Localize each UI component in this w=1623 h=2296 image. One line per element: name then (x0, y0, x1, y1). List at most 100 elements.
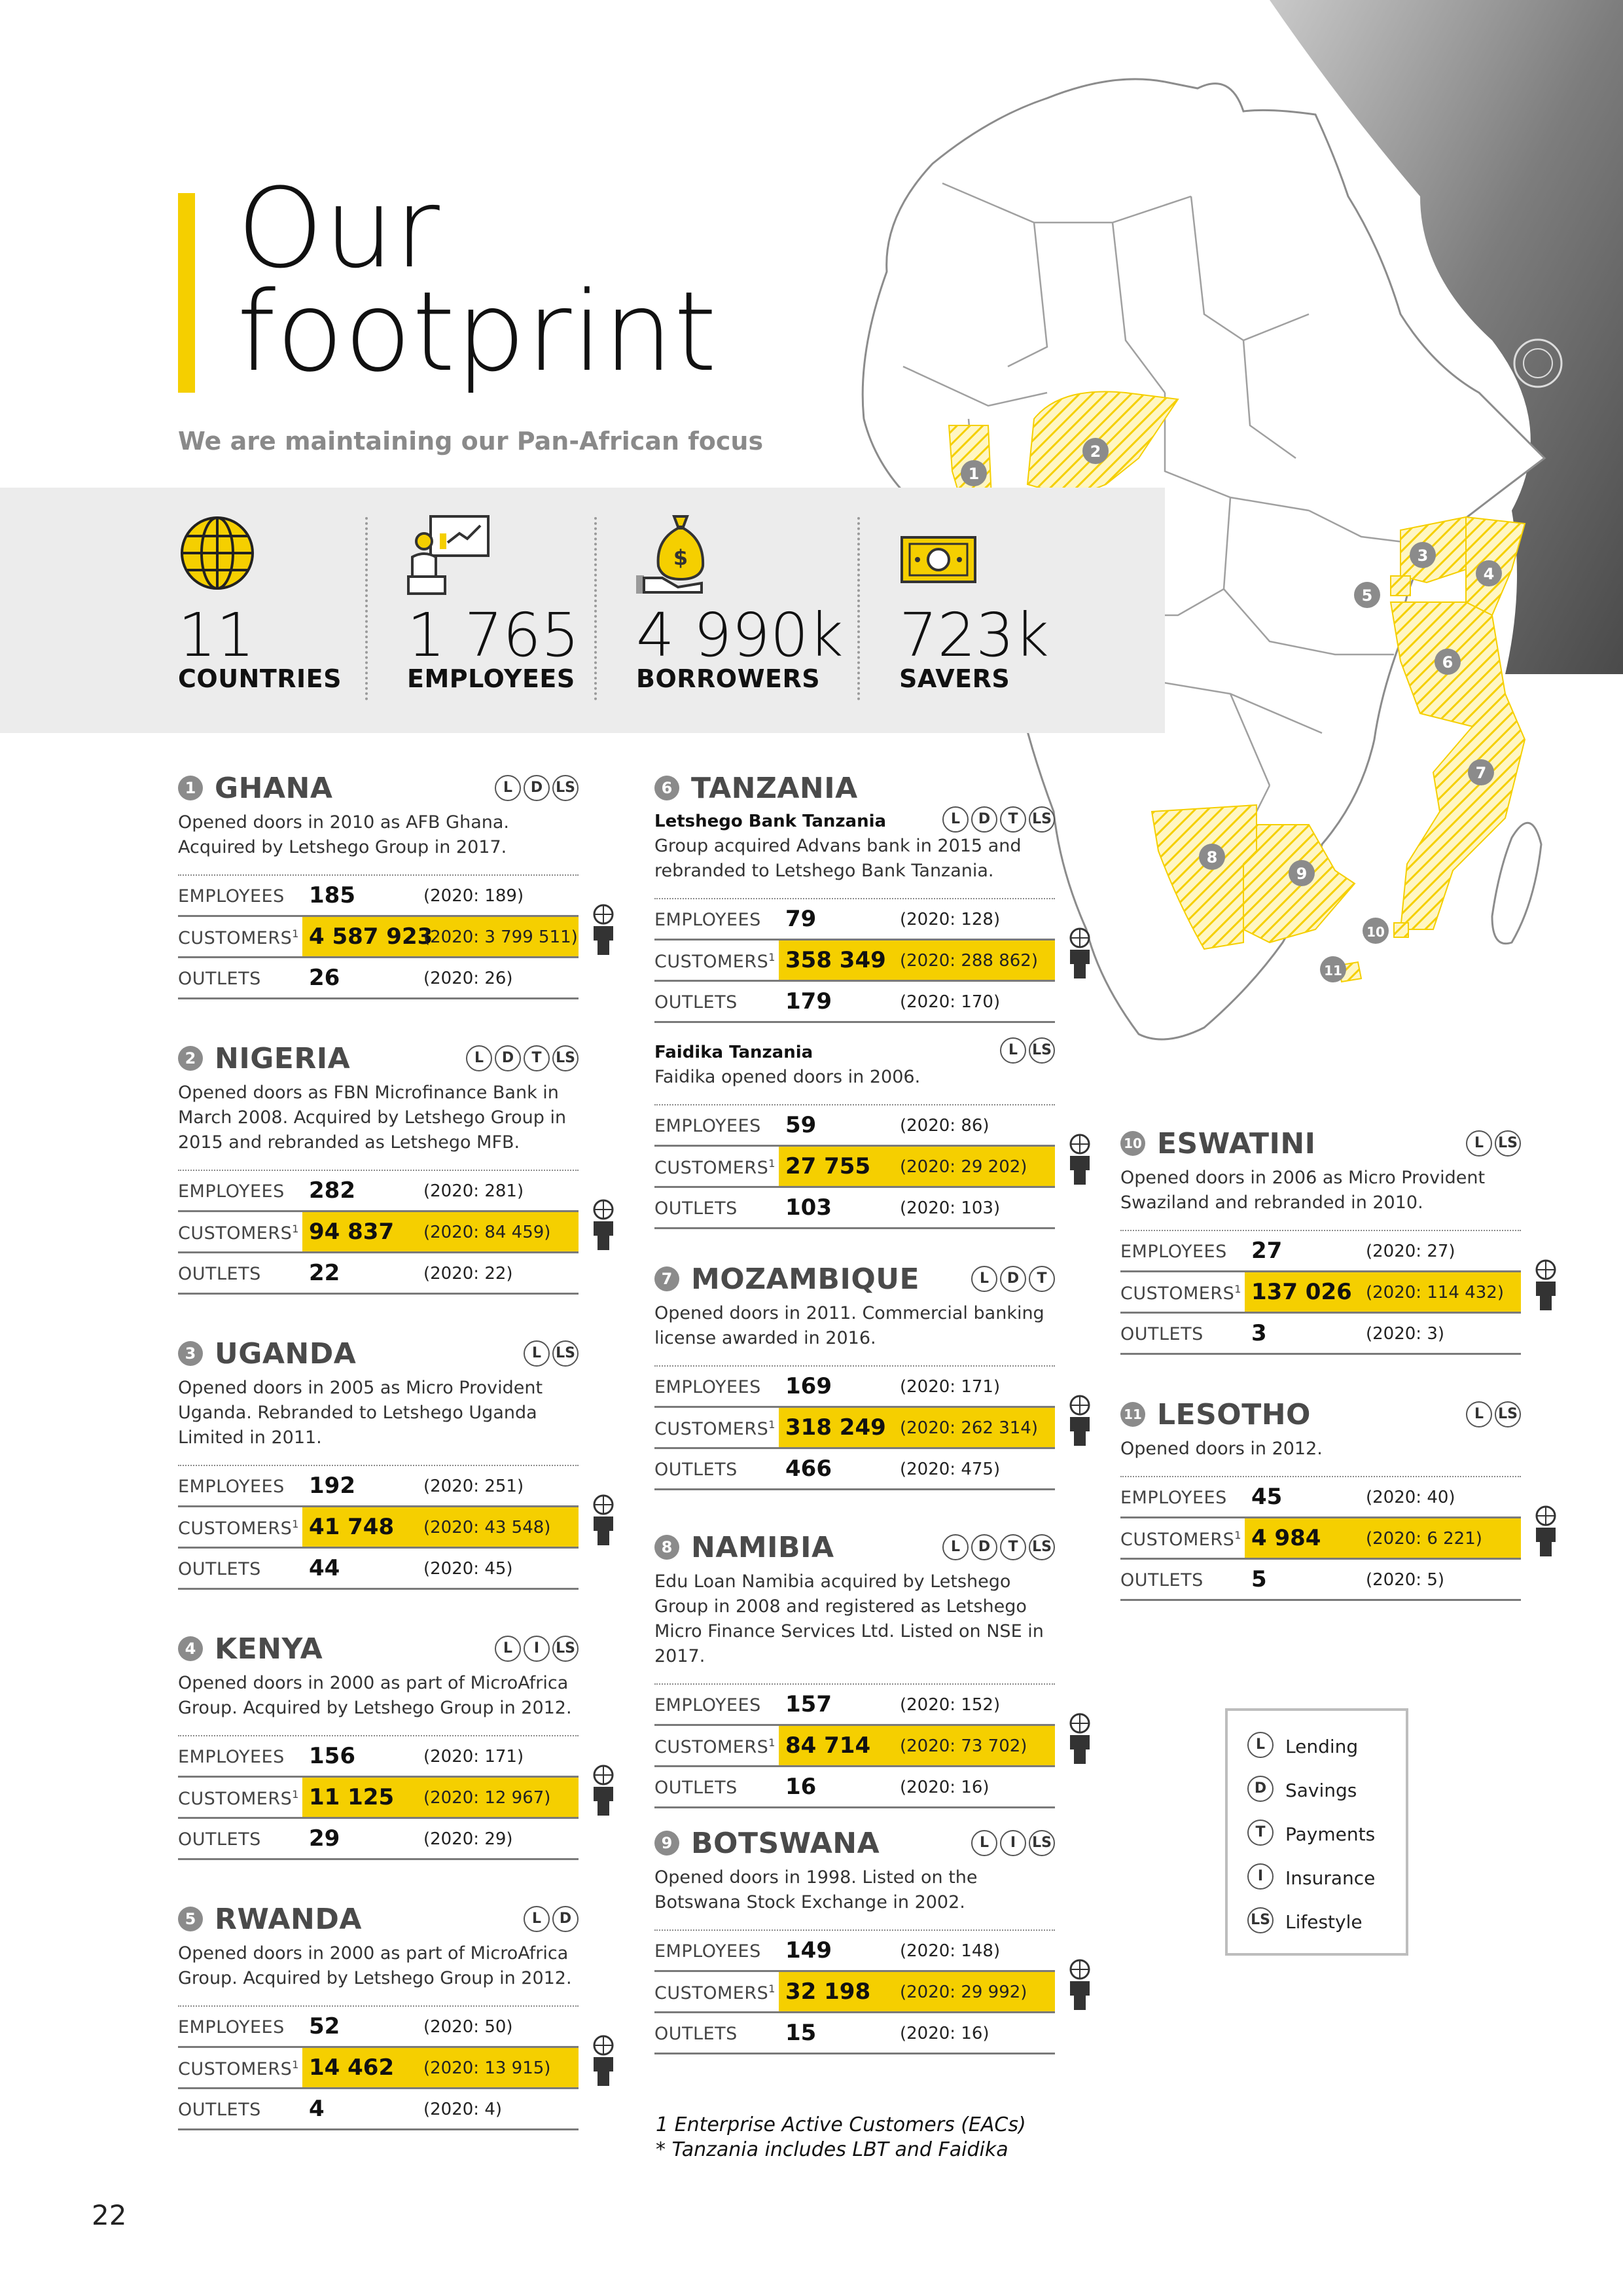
outlets-value: 3 (1251, 1320, 1267, 1346)
country-ghana: 1 GHANA L D LS Opened doors in 2010 as AFB… (178, 772, 614, 999)
row-label: OUTLETS (178, 1264, 261, 1284)
svg-text:$: $ (673, 545, 688, 570)
map-marker-7: 7 (1468, 759, 1494, 785)
row-label: CUSTOMERS1 (1120, 1529, 1241, 1550)
customers-prev: (2020: 288 862) (900, 951, 1038, 971)
service-tag: L (466, 1045, 492, 1071)
highlight-box (1245, 1518, 1521, 1558)
employees-prev: (2020: 148) (900, 1941, 1001, 1961)
stat-employees: 1 765 EMPLOYEES (407, 514, 623, 693)
outlets-row: OUTLETS 26 (2020: 26) (178, 958, 579, 999)
map-marker-9: 9 (1289, 860, 1315, 886)
stat-borrowers-value: 4 990k (636, 600, 844, 670)
background-photo (1270, 0, 1623, 674)
customer-icon (593, 1494, 614, 1545)
country-name: KENYA (215, 1632, 323, 1666)
legend-code: I (1247, 1863, 1274, 1890)
service-tag: D (971, 806, 997, 833)
country-number-badge: 1 (178, 776, 203, 800)
service-tag: LS (552, 1340, 579, 1367)
globe-icon (178, 514, 270, 599)
map-marker-3: 3 (1410, 542, 1436, 568)
highlight-box (302, 1212, 579, 1251)
legend-code: D (1247, 1776, 1274, 1802)
outlets-row: OUTLETS 15 (2020: 16) (654, 2013, 1055, 2054)
country-number-badge: 5 (178, 1907, 203, 1931)
outlets-row: OUTLETS 4 (2020: 4) (178, 2089, 579, 2130)
service-tags: L LS (1463, 1401, 1521, 1427)
employees-value: 157 (785, 1691, 832, 1717)
map-region-mozambique (1399, 692, 1526, 930)
country-description: Opened doors in 2012. (1120, 1439, 1323, 1459)
service-tag: T (1029, 1266, 1055, 1292)
country-kenya: 4 KENYA L I LS Opened doors in 2000 as par… (178, 1632, 614, 1860)
outlets-row: OUTLETS 466 (2020: 475) (654, 1449, 1055, 1490)
customers-value: 4 587 923 (309, 924, 433, 950)
row-label: OUTLETS (178, 2100, 261, 2120)
subsidiary-name: Letshego Bank Tanzania (654, 812, 887, 831)
service-tag: L (942, 806, 969, 833)
legend-code: L (1247, 1732, 1274, 1758)
customers-prev: (2020: 84 459) (423, 1223, 551, 1242)
row-label: EMPLOYEES (178, 1181, 285, 1202)
svg-text:1: 1 (969, 465, 980, 483)
page-title: Our footprint (237, 164, 718, 396)
employees-prev: (2020: 86) (900, 1116, 990, 1136)
customers-prev: (2020: 43 548) (423, 1518, 551, 1537)
employees-prev: (2020: 171) (423, 1747, 524, 1767)
customers-prev: (2020: 114 432) (1366, 1283, 1504, 1302)
employees-value: 79 (785, 906, 817, 932)
outlets-value: 5 (1251, 1566, 1267, 1592)
page-title-line1: Our (237, 164, 440, 293)
service-tag: LS (552, 775, 579, 801)
row-label: OUTLETS (654, 2024, 738, 2044)
svg-text:10: 10 (1366, 924, 1385, 940)
map-marker-2: 2 (1082, 438, 1109, 464)
country-stats-table: EMPLOYEES 185 (2020: 189) CUSTOMERS1 4 587 … (178, 874, 614, 999)
employees-value: 169 (785, 1373, 832, 1399)
svg-text:8: 8 (1207, 848, 1218, 867)
country-header: 9 BOTSWANA L I LS (654, 1827, 1055, 1860)
stat-borrowers: $ 4 990k BORROWERS (636, 514, 852, 693)
row-label: CUSTOMERS1 (654, 1418, 776, 1439)
country-description: Opened doors in 2010 as AFB Ghana. Acqui… (178, 812, 509, 857)
map-region-rwanda (1390, 575, 1411, 596)
country-stats-table: EMPLOYEES 27 (2020: 27) CUSTOMERS1 137 026 (… (1120, 1230, 1556, 1355)
customers-row: CUSTOMERS1 4 587 923 (2020: 3 799 511) (178, 917, 579, 958)
outlets-prev: (2020: 475) (900, 1460, 1001, 1479)
customers-value: 318 249 (785, 1414, 886, 1441)
employees-row: EMPLOYEES 156 (2020: 171) (178, 1735, 579, 1778)
country-description: Opened doors in 1998. Listed on the Bots… (654, 1867, 978, 1912)
row-label: EMPLOYEES (178, 2017, 285, 2037)
customers-row: CUSTOMERS1 4 984 (2020: 6 221) (1120, 1518, 1521, 1560)
stat-countries-label: COUNTRIES (178, 664, 342, 693)
customer-icon (1535, 1505, 1556, 1556)
country-description: Group acquired Advans bank in 2015 and r… (654, 836, 1022, 881)
row-label: EMPLOYEES (654, 1941, 761, 1962)
customers-value: 94 837 (309, 1219, 395, 1245)
row-label: EMPLOYEES (654, 1116, 761, 1136)
customer-icon (1535, 1259, 1556, 1310)
employees-value: 156 (309, 1743, 355, 1769)
customers-value: 11 125 (309, 1784, 395, 1810)
country-header: 2 NIGERIA L D T LS (178, 1043, 579, 1075)
service-tag: L (971, 1830, 997, 1856)
outlets-prev: (2020: 5) (1366, 1570, 1445, 1590)
outlets-value: 16 (785, 1774, 817, 1800)
outlets-value: 15 (785, 2020, 817, 2046)
row-label: CUSTOMERS1 (654, 1157, 776, 1178)
employees-row: EMPLOYEES 169 (2020: 171) (654, 1365, 1055, 1408)
customers-row: CUSTOMERS1 84 714 (2020: 73 702) (654, 1726, 1055, 1767)
row-label: EMPLOYEES (1120, 1488, 1227, 1508)
customers-row: CUSTOMERS1 11 125 (2020: 12 967) (178, 1778, 579, 1819)
country-header: 1 GHANA L D LS (178, 772, 579, 805)
page-title-line2: footprint (237, 268, 718, 396)
service-tags: L D T LS (463, 1045, 579, 1071)
stat-employees-value: 1 765 (407, 600, 580, 670)
row-label: OUTLETS (654, 1460, 738, 1480)
customers-value: 32 198 (785, 1979, 871, 2005)
country-namibia: 8 NAMIBIA L D T LS Edu Loan Namibia acquire… (654, 1532, 1090, 1808)
